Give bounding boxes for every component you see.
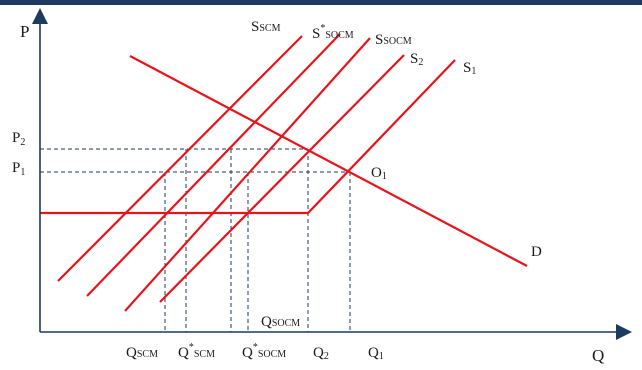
q1-label: Q1 (368, 345, 384, 362)
s2-curve (159, 54, 405, 303)
ssocm-label: SSOCM (375, 32, 412, 48)
axes (32, 8, 632, 340)
s1-curve (40, 59, 456, 215)
x-axis-label: Q (592, 346, 604, 365)
p1-label: P1 (12, 160, 25, 178)
sstar-socm-curve (86, 33, 341, 297)
demand-label: D (531, 244, 542, 260)
qscm-star-label: Q*SCM (178, 342, 215, 361)
dashed-guides (40, 148, 351, 332)
qsocm-label: QSOCM (261, 314, 300, 330)
qsocm-star-label: Q*SOCM (242, 342, 286, 361)
curves (40, 33, 528, 312)
s1-label: S1 (463, 60, 476, 77)
sscm-curve (57, 35, 303, 282)
qscm-label: QSCM (126, 345, 158, 361)
s2-label: S2 (410, 51, 423, 68)
sstar-socm-label: S*SOCM (312, 23, 354, 42)
title-bar-strip (0, 0, 642, 5)
q2-label: Q2 (313, 345, 329, 362)
demand-curve (129, 55, 528, 267)
p2-label: P2 (12, 130, 25, 148)
sscm-label: SSCM (251, 19, 281, 35)
ssocm-curve (124, 37, 371, 312)
y-axis-label: P (20, 22, 29, 41)
equilibrium-o1-label: O1 (371, 165, 387, 182)
